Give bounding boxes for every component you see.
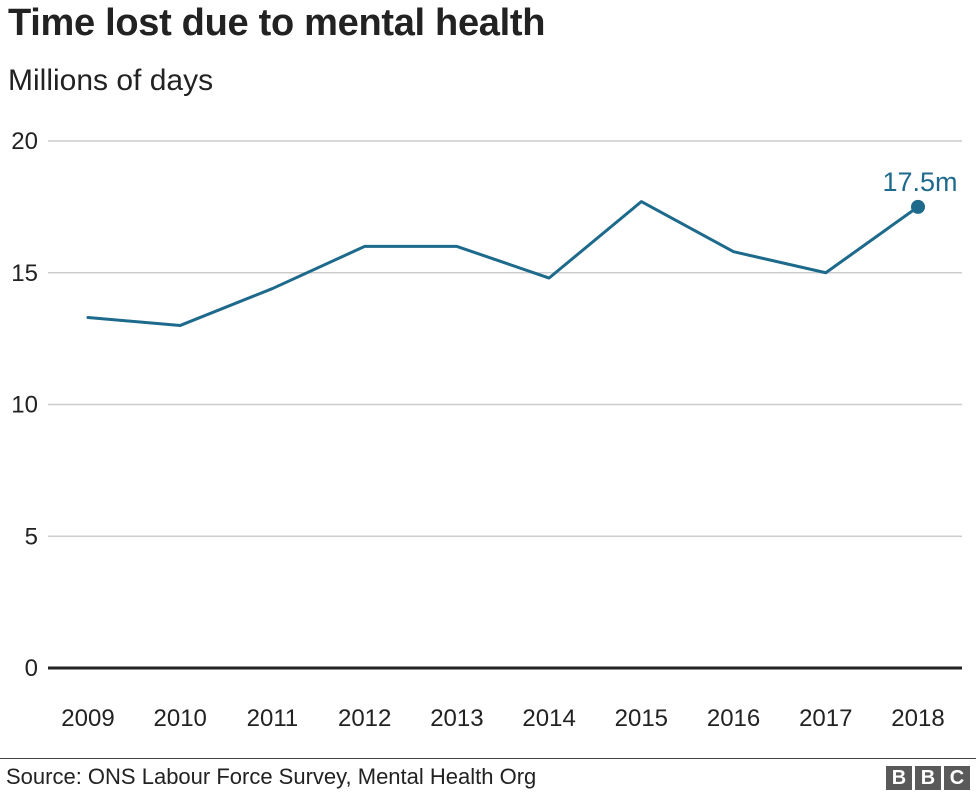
y-tick-label: 15 [11, 260, 38, 287]
x-tick-label: 2013 [430, 705, 483, 732]
logo-letter: C [944, 766, 970, 790]
highlight-label: 17.5m [882, 167, 957, 197]
series-line [86, 200, 920, 327]
source-note: Source: ONS Labour Force Survey, Mental … [6, 764, 537, 789]
x-tick-label: 2015 [615, 705, 668, 732]
x-tick-label: 2010 [154, 705, 207, 732]
y-tick-label: 20 [11, 128, 38, 155]
logo-letter: B [886, 766, 912, 790]
line-chart: 0 5 10 15 20 2009 2010 2011 2012 2013 2014 2015 201… [11, 128, 962, 732]
x-tick-label: 2017 [799, 705, 852, 732]
footer-divider [0, 758, 976, 759]
x-tick-label: 2012 [338, 705, 391, 732]
y-tick-label: 10 [11, 392, 38, 419]
bbc-logo: B B C [886, 766, 970, 790]
x-tick-label: 2011 [247, 705, 299, 732]
x-tick-label: 2014 [522, 705, 575, 732]
x-tick-label: 2009 [61, 705, 114, 732]
chart-title: Time lost due to mental health [8, 2, 546, 44]
y-tick-label: 0 [25, 655, 38, 682]
highlight-point [911, 199, 925, 214]
logo-letter: B [915, 766, 941, 790]
x-tick-label: 2016 [707, 705, 760, 732]
x-tick-label: 2018 [891, 705, 944, 732]
chart-subtitle: Millions of days [8, 64, 214, 97]
y-tick-label: 5 [25, 523, 38, 550]
